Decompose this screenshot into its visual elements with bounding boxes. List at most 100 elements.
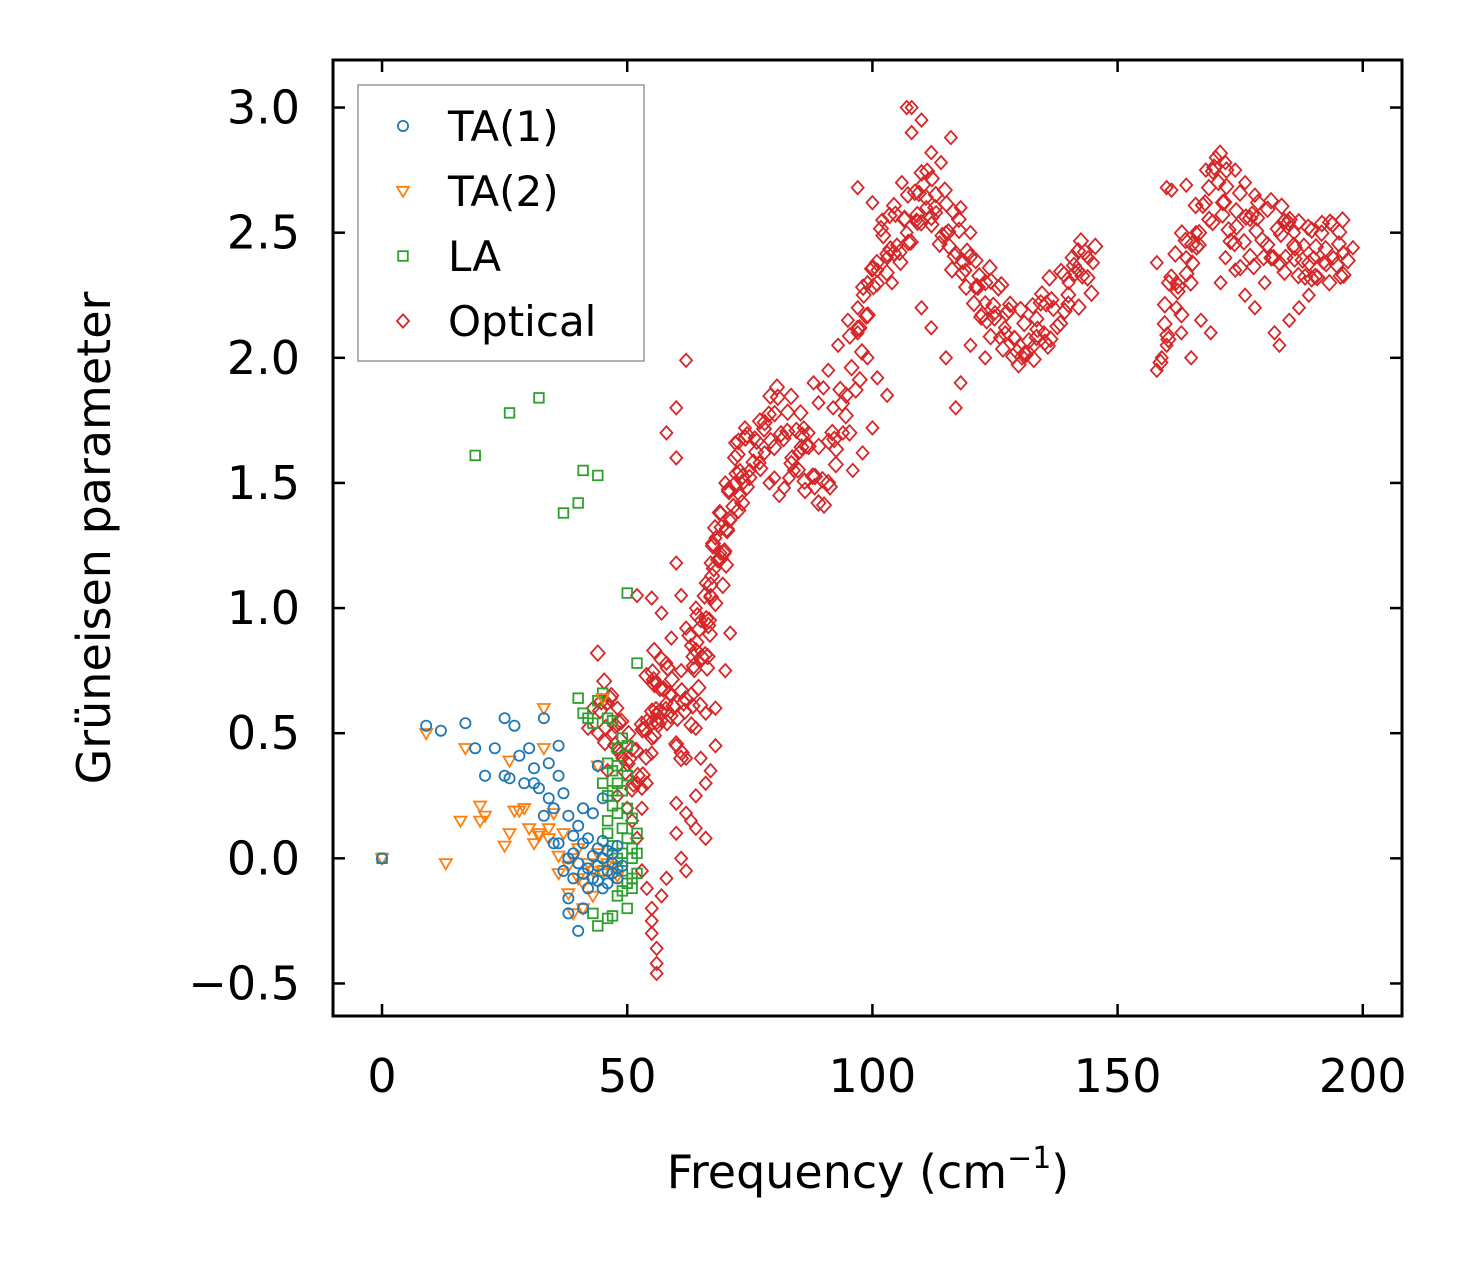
data-point <box>639 880 655 897</box>
data-point <box>892 253 909 272</box>
data-point <box>827 440 845 459</box>
data-point <box>693 648 711 667</box>
data-point <box>909 205 926 224</box>
data-point <box>669 795 684 812</box>
data-point <box>498 712 511 725</box>
data-point <box>775 429 792 448</box>
legend-marker <box>396 120 409 133</box>
data-point <box>806 374 821 391</box>
data-point <box>644 730 659 747</box>
data-point <box>678 750 694 767</box>
legend-label: TA(1) <box>447 102 559 151</box>
x-tick-label: 50 <box>598 1049 657 1103</box>
data-point <box>669 825 684 842</box>
data-point <box>1179 177 1194 194</box>
legend-item: TA(1) <box>396 102 559 151</box>
legend-item: Optical <box>395 297 596 346</box>
data-point <box>914 299 929 316</box>
data-point <box>693 612 708 629</box>
data-point <box>821 477 839 496</box>
data-point <box>577 464 589 477</box>
data-point <box>1303 269 1320 288</box>
data-point <box>1218 249 1233 266</box>
data-point <box>1061 274 1076 291</box>
x-axis-label: Frequency (cm−1) <box>667 1141 1070 1199</box>
data-point <box>621 770 633 782</box>
data-point <box>1273 197 1290 216</box>
data-point <box>837 406 855 425</box>
data-point <box>884 274 900 291</box>
data-point <box>516 803 532 817</box>
data-point <box>1290 212 1307 231</box>
legend-marker <box>397 250 409 262</box>
data-point <box>1228 262 1243 279</box>
data-point <box>1306 249 1321 266</box>
data-point <box>587 717 599 729</box>
data-point <box>1156 314 1173 333</box>
data-point <box>1154 349 1169 366</box>
data-point <box>1043 290 1060 309</box>
data-point <box>913 163 930 182</box>
data-point <box>1085 254 1101 271</box>
data-point <box>815 496 833 515</box>
data-point <box>853 342 871 361</box>
data-point <box>1331 223 1348 242</box>
data-point <box>611 839 624 852</box>
data-point <box>673 850 689 867</box>
data-point <box>580 720 596 737</box>
data-point <box>899 99 914 116</box>
data-point <box>1182 273 1199 292</box>
series-ta-1- <box>376 712 629 937</box>
data-point <box>982 327 999 346</box>
data-point <box>542 757 555 770</box>
data-point <box>934 226 951 245</box>
data-point <box>1007 329 1022 346</box>
data-point <box>1193 312 1209 329</box>
data-point <box>1074 266 1091 285</box>
legend-label: LA <box>448 232 501 281</box>
data-point <box>697 609 715 628</box>
data-point <box>673 662 689 679</box>
data-point <box>1200 210 1218 229</box>
data-point <box>1237 208 1255 227</box>
data-point <box>644 912 659 929</box>
data-point <box>550 850 567 864</box>
data-point <box>1204 162 1222 181</box>
data-point <box>678 352 694 369</box>
data-point <box>827 455 845 474</box>
data-point <box>762 475 777 491</box>
data-point <box>669 399 684 416</box>
data-point <box>1262 191 1280 210</box>
data-point <box>546 808 562 822</box>
y-tick-label: 0.0 <box>227 831 300 885</box>
data-point <box>690 678 707 697</box>
data-point <box>1071 262 1086 279</box>
data-point <box>950 210 968 229</box>
data-point <box>843 358 860 377</box>
data-point <box>1179 249 1194 266</box>
data-point <box>508 719 521 732</box>
data-point <box>592 469 604 482</box>
data-point <box>958 242 976 261</box>
data-point <box>1335 265 1352 285</box>
series-optical <box>580 99 1361 982</box>
data-point <box>639 712 655 729</box>
data-point <box>616 885 629 897</box>
data-point <box>958 262 973 279</box>
data-point <box>452 815 469 829</box>
data-point <box>804 467 821 486</box>
data-point <box>434 724 447 737</box>
data-point <box>756 413 773 432</box>
data-point <box>748 432 765 451</box>
data-point <box>879 244 896 263</box>
data-point <box>909 212 924 229</box>
data-point <box>1247 299 1263 316</box>
data-point <box>533 392 545 404</box>
data-point <box>725 497 742 516</box>
legend-item: LA <box>397 232 501 281</box>
data-point <box>738 477 756 496</box>
data-point <box>870 369 885 386</box>
data-point <box>974 305 991 324</box>
data-point <box>650 715 667 734</box>
data-point <box>418 728 434 741</box>
